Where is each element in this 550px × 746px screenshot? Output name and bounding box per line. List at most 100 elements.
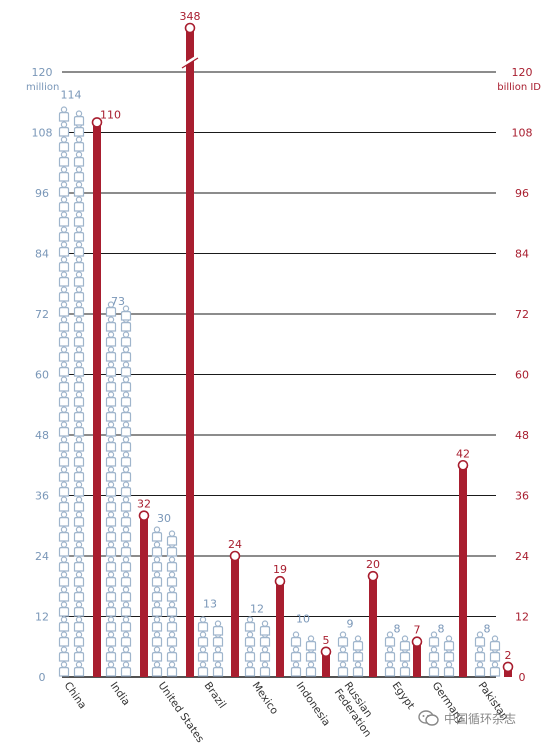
person-icon [73,256,85,272]
person-icon [120,616,132,632]
bar [186,28,194,677]
person-icon [151,601,163,617]
left-tick-label: 96 [35,187,49,200]
person-icon [73,136,85,152]
value-label-right: 5 [323,634,330,647]
person-icon [151,571,163,587]
person-icon [352,635,364,651]
person-icon [58,301,70,317]
person-icon [105,436,117,452]
person-icon [105,451,117,467]
person-icon [151,631,163,647]
value-label-left: 73 [111,295,125,308]
person-icon [105,421,117,437]
person-icon [73,226,85,242]
person-icon [58,286,70,302]
person-icon [352,661,364,677]
person-icon [259,646,271,662]
person-icon [197,646,209,662]
person-icon [105,661,117,677]
category-label: Brazil [202,680,229,711]
bar-marker [502,661,514,673]
person-icon [384,661,396,677]
value-label-right: 7 [414,624,421,637]
person-icon [489,661,501,677]
value-label-left: 9 [347,618,354,631]
person-icon [120,526,132,542]
person-icon [73,556,85,572]
person-icon [197,616,209,632]
person-icon [58,496,70,512]
person-icon [105,511,117,527]
person-icon [105,466,117,482]
person-icon [151,616,163,632]
right-axis-unit: billion ID [497,82,541,93]
person-icon [166,586,178,602]
person-icon [58,211,70,227]
person-icon [58,481,70,497]
bar-marker [411,636,423,648]
person-icon [305,635,317,651]
person-icon [105,571,117,587]
bar-marker [229,550,241,562]
person-icon [58,121,70,137]
left-tick-label: 48 [35,429,49,442]
person-icon [151,646,163,662]
person-icon [166,571,178,587]
person-icon [73,466,85,482]
value-label-right: 2 [505,649,512,662]
person-icon [58,556,70,572]
person-icon [244,631,256,647]
person-icon [73,481,85,497]
person-icon [474,631,486,647]
person-icon [58,571,70,587]
person-icon [58,646,70,662]
watermark-text: 中国循环杂志 [444,711,517,726]
value-label-right: 110 [100,108,121,121]
person-icon [120,331,132,347]
person-icon [151,661,163,677]
person-icon [151,541,163,557]
person-icon [73,110,85,126]
person-icon [259,620,271,636]
person-icon [105,361,117,377]
person-icon [105,586,117,602]
bar [231,556,239,677]
person-icon [105,481,117,497]
person-icon [58,376,70,392]
value-label-left: 8 [394,623,401,636]
bar-marker [274,575,286,587]
person-icon [73,316,85,332]
person-icon [58,241,70,257]
person-icon [73,436,85,452]
value-label-left: 30 [157,512,171,525]
person-icon [120,586,132,602]
person-icon [58,166,70,182]
person-icon [58,181,70,197]
category-label: RussianFederation [332,680,384,740]
person-icon [120,466,132,482]
person-icon [120,601,132,617]
value-label-left: 114 [61,88,82,101]
person-icon [212,646,224,662]
person-icon [151,526,163,542]
person-icon [244,661,256,677]
person-icon [399,635,411,651]
person-icon [73,241,85,257]
person-icon [73,631,85,647]
category-label: Egypt [390,680,417,712]
wechat-icon [418,710,439,726]
person-icon [58,106,70,122]
person-icon [443,635,455,651]
bar [322,651,330,677]
right-tick-label: 48 [515,429,529,442]
person-icon [166,646,178,662]
person-icon [58,151,70,167]
person-icon [120,451,132,467]
person-icon [120,421,132,437]
bar-marker [320,646,332,658]
person-icon [105,646,117,662]
person-icon [212,661,224,677]
bar-marker [457,459,469,471]
person-icon [73,541,85,557]
